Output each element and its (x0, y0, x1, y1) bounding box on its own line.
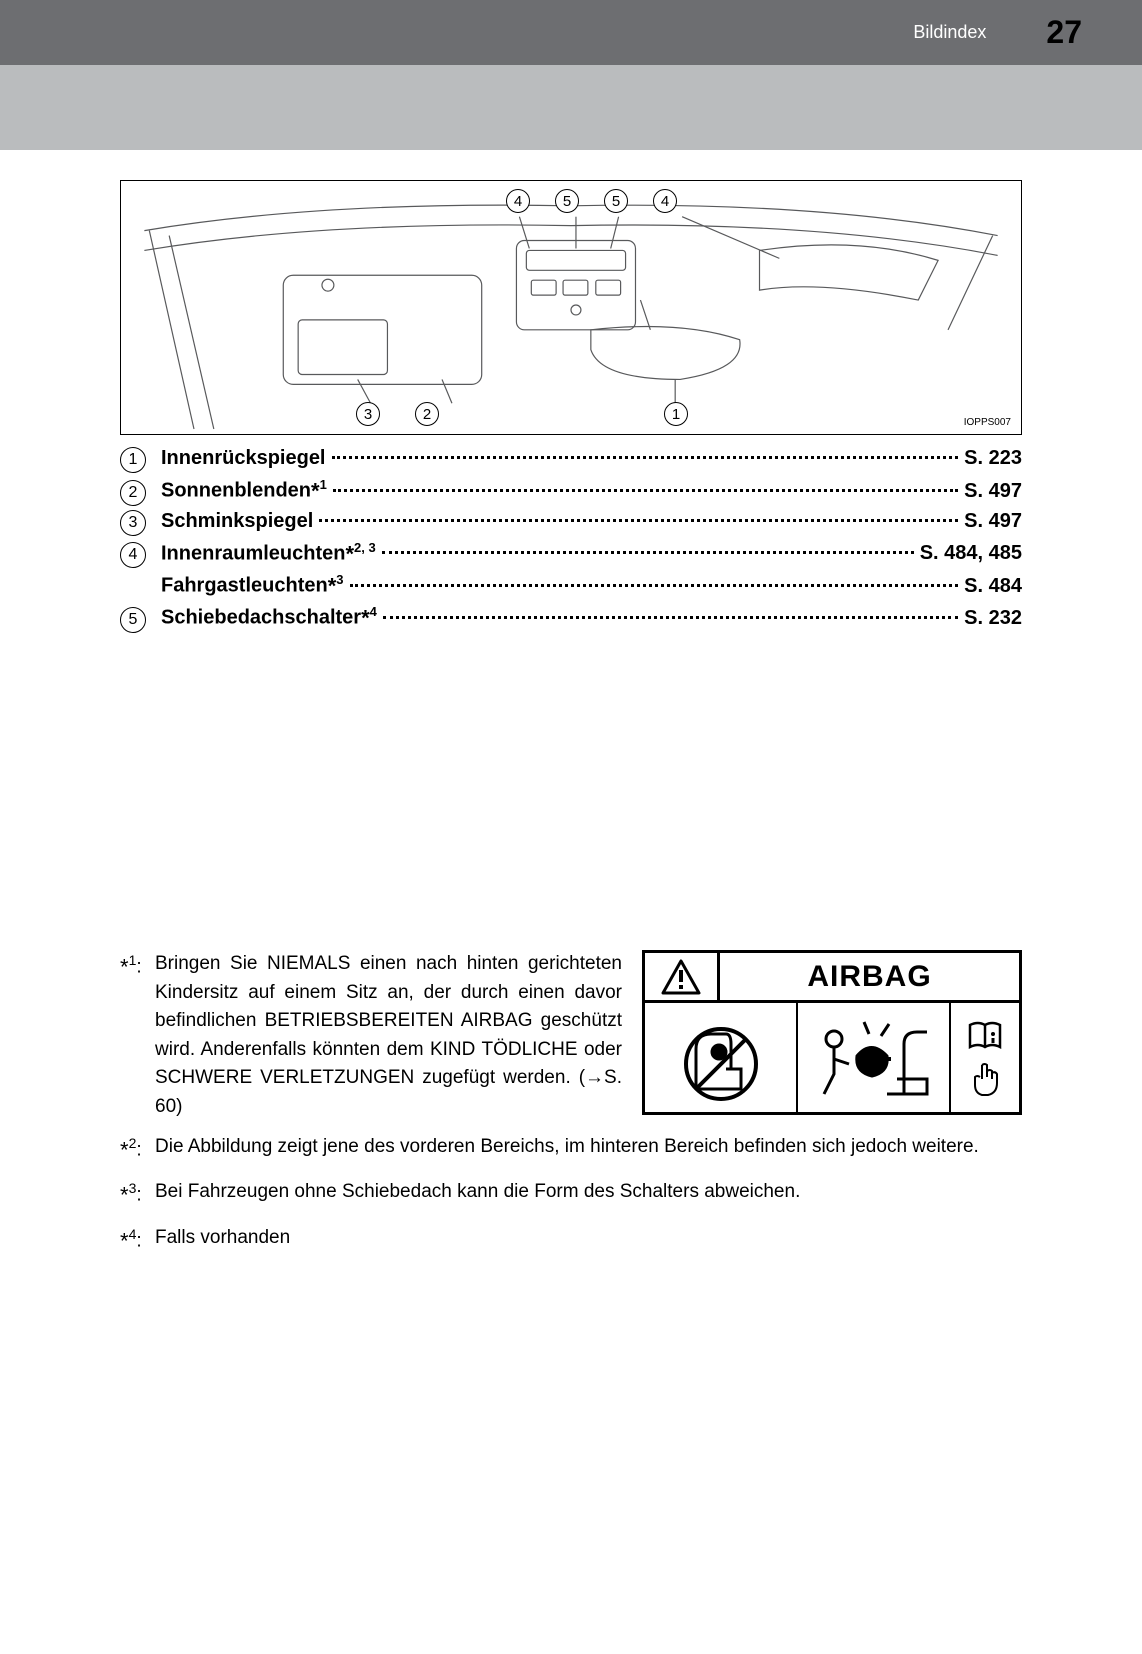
index-label: Schminkspiegel (161, 510, 313, 533)
footnotes: *1: Bringen Sie NIEMALS einen nach hinte… (120, 950, 1022, 1269)
index-number: 3 (120, 510, 146, 536)
airbag-body (645, 1003, 1019, 1115)
index-page: S. 484 (964, 575, 1022, 598)
footnote-text: Bei Fahrzeugen ohne Schiebedach kann die… (155, 1178, 1022, 1207)
gray-band (0, 65, 1142, 150)
index-row: 4 Innenraumleuchten*2, 3 S. 484, 485 (120, 540, 1022, 569)
footnote-marker: *1: (120, 950, 155, 983)
index-number: 2 (120, 480, 146, 506)
callout-number: 5 (555, 189, 579, 213)
callout-number: 4 (653, 189, 677, 213)
manual-icon (966, 1019, 1004, 1053)
callout-number: 4 (506, 189, 530, 213)
hand-point-icon (970, 1061, 1000, 1099)
footnote-text: Bringen Sie NIEMALS einen nach hinten ge… (155, 950, 622, 1121)
index-label: Sonnenblenden*1 (161, 477, 327, 505)
index-page: S. 497 (964, 510, 1022, 533)
diagram-code: IOPPS007 (964, 417, 1011, 428)
airbag-info-icons (949, 1003, 1019, 1115)
footnote-marker: *3: (120, 1178, 155, 1211)
index-dots (333, 489, 958, 492)
index-dots (332, 456, 959, 459)
index-row: 2 Sonnenblenden*1 S. 497 (120, 477, 1022, 506)
callout-group-bottom-right: 1 (664, 402, 688, 426)
callout-number: 3 (356, 402, 380, 426)
airbag-no-childseat-icon (645, 1003, 796, 1115)
airbag-title: AIRBAG (720, 954, 1019, 999)
index-row: 3 Schminkspiegel S. 497 (120, 510, 1022, 536)
warning-triangle-icon (645, 953, 720, 1000)
index-number: 5 (120, 607, 146, 633)
index-dots (350, 584, 959, 587)
index-dots (382, 551, 914, 554)
section-label: Bildindex (913, 22, 986, 43)
footnote-1: *1: Bringen Sie NIEMALS einen nach hinte… (120, 950, 1022, 1121)
index-label: Innenraumleuchten*2, 3 (161, 540, 376, 568)
index-label: Fahrgastleuchten*3 (161, 572, 344, 600)
index-page: S. 484, 485 (920, 542, 1022, 565)
footnote-2: *2: Die Abbildung zeigt jene des vordere… (120, 1133, 1022, 1166)
callout-number: 5 (604, 189, 628, 213)
footnote-text: Falls vorhanden (155, 1224, 1022, 1253)
header-bar: Bildindex 27 (0, 0, 1142, 65)
index-list: 1 Innenrückspiegel S. 223 2 Sonnenblende… (120, 447, 1022, 633)
footnote-text: Die Abbildung zeigt jene des vorderen Be… (155, 1133, 1022, 1162)
index-number: 1 (120, 447, 146, 473)
callout-number: 2 (415, 402, 439, 426)
interior-diagram: 4 5 5 4 3 2 1 IOPPS007 (120, 180, 1022, 435)
airbag-warning-box: AIRBAG (642, 950, 1022, 1115)
airbag-header: AIRBAG (645, 953, 1019, 1003)
main-content: 4 5 5 4 3 2 1 IOPPS007 1 Innenrückspiege… (120, 180, 1022, 637)
footnote-4: *4: Falls vorhanden (120, 1224, 1022, 1257)
airbag-deploy-icon (796, 1003, 949, 1115)
callout-number: 1 (664, 402, 688, 426)
callout-group-bottom-left: 3 2 (356, 402, 439, 426)
index-label: Innenrückspiegel (161, 447, 326, 470)
index-page: S. 497 (964, 480, 1022, 503)
footnote-marker: *2: (120, 1133, 155, 1166)
page-number: 27 (1046, 14, 1082, 51)
diagram-svg (121, 181, 1021, 434)
callout-group-top: 4 5 5 4 (506, 189, 677, 213)
index-page: S. 223 (964, 447, 1022, 470)
index-row: 1 Innenrückspiegel S. 223 (120, 447, 1022, 473)
footnote-3: *3: Bei Fahrzeugen ohne Schiebedach kann… (120, 1178, 1022, 1211)
index-row: 5 Schiebedachschalter*4 S. 232 (120, 604, 1022, 633)
index-dots (319, 519, 958, 522)
index-page: S. 232 (964, 607, 1022, 630)
index-dots (383, 616, 958, 619)
index-number: 4 (120, 542, 146, 568)
index-label: Schiebedachschalter*4 (161, 604, 377, 632)
footnote-marker: *4: (120, 1224, 155, 1257)
index-subrow: Fahrgastleuchten*3 S. 484 (161, 572, 1022, 600)
